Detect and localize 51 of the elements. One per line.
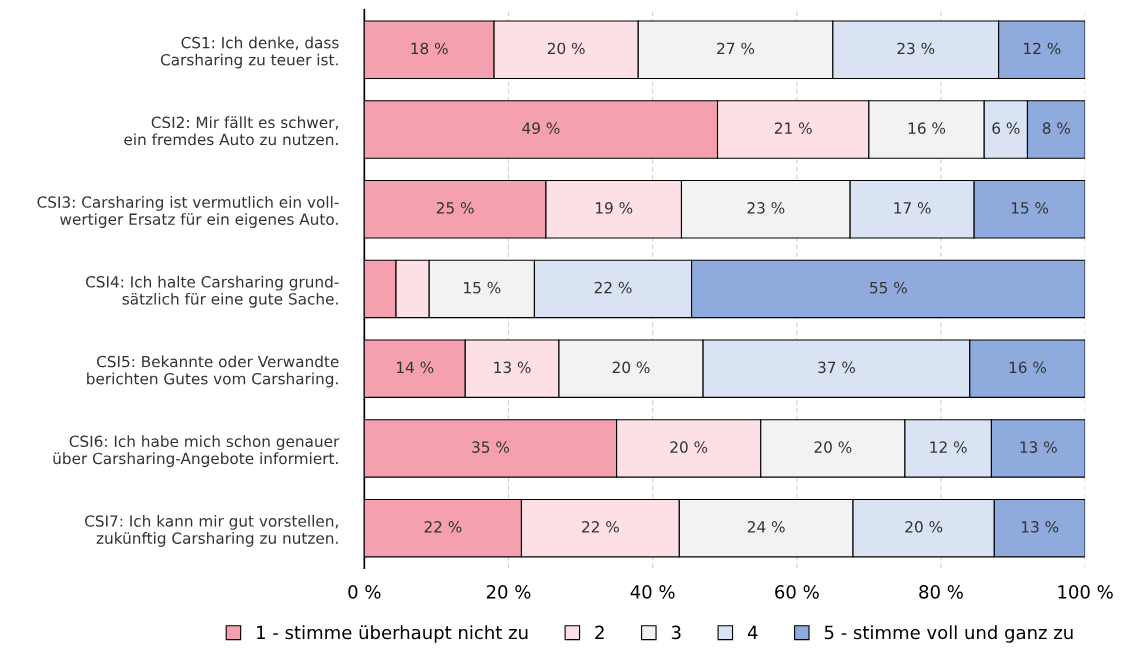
data-label: 20 % bbox=[612, 361, 650, 374]
y-tick-label: CSI7: Ich kann mir gut vorstellen, zukünftig Carsharing zu nutzen. bbox=[85, 514, 338, 547]
data-label: 16 % bbox=[1009, 361, 1047, 374]
x-tick-label: 20 % bbox=[486, 585, 531, 599]
data-label: 22 % bbox=[594, 281, 632, 294]
data-label: 21 % bbox=[774, 122, 812, 134]
legend-label: 1 - stimme überhaupt nicht zu bbox=[257, 625, 528, 643]
data-label: 24 % bbox=[747, 521, 785, 533]
data-label: 35 % bbox=[472, 441, 510, 453]
data-label: 49 % bbox=[522, 122, 560, 134]
data-label: 12 % bbox=[930, 441, 967, 453]
data-label: 22 % bbox=[424, 521, 462, 533]
data-label: 25 % bbox=[436, 202, 474, 214]
y-tick-label: CSI6: Ich habe mich schon genauer über Carsharing-Angebote informiert. bbox=[53, 435, 340, 468]
data-label: 23 % bbox=[897, 42, 935, 55]
data-label: 18 % bbox=[411, 42, 448, 55]
x-tick-label: 60 % bbox=[775, 585, 819, 599]
legend-label: 3 bbox=[671, 625, 681, 640]
x-tick-label: 0 % bbox=[348, 585, 381, 599]
data-label: 12 % bbox=[1024, 42, 1061, 55]
y-tick-label: CSI5: Bekannte oder Verwandte berichten Gutes vom Carsharing. bbox=[87, 355, 339, 388]
data-label: 19 % bbox=[595, 202, 633, 214]
y-tick-label: CSI2: Mir fällt es schwer, ein fremdes Auto zu nutzen. bbox=[124, 116, 338, 146]
data-label: 13 % bbox=[494, 361, 531, 374]
data-label: 15 % bbox=[464, 281, 501, 294]
y-tick-label: CSI3: Carsharing ist vermutlich ein voll- wertiger Ersatz für ein eigenes Auto. bbox=[37, 196, 339, 228]
data-label: 55 % bbox=[870, 281, 907, 294]
data-label: 23 % bbox=[747, 202, 785, 214]
data-label: 8 % bbox=[1042, 122, 1070, 134]
x-tick-label: 100 % bbox=[1058, 585, 1113, 599]
data-label: 20 % bbox=[814, 441, 852, 453]
data-label: 14 % bbox=[397, 361, 434, 374]
data-label: 17 % bbox=[894, 202, 931, 214]
data-label: 13 % bbox=[1021, 521, 1059, 533]
legend-label: 2 bbox=[595, 625, 604, 639]
x-tick-label: 40 % bbox=[630, 585, 675, 599]
y-tick-label: CSI4: Ich halte Carsharing grund- sätzlich für eine gute Sache. bbox=[85, 275, 339, 308]
data-label: 13 % bbox=[1020, 441, 1057, 453]
data-label: 16 % bbox=[908, 122, 946, 134]
data-label: 15 % bbox=[1011, 202, 1049, 214]
data-label: 27 % bbox=[717, 42, 755, 55]
legend-label: 5 - stimme voll und ganz zu bbox=[824, 625, 1073, 643]
data-label: 20 % bbox=[547, 42, 585, 55]
data-label: 22 % bbox=[582, 521, 619, 533]
data-label: 6 % bbox=[992, 122, 1020, 134]
x-tick-label: 80 % bbox=[919, 585, 963, 599]
y-tick-label: CS1: Ich denke, dass Carsharing zu teuer ist. bbox=[160, 36, 339, 69]
data-label: 20 % bbox=[670, 441, 708, 453]
legend-label: 4 bbox=[747, 625, 758, 639]
data-label: 20 % bbox=[905, 521, 943, 533]
data-label: 37 % bbox=[818, 361, 856, 374]
